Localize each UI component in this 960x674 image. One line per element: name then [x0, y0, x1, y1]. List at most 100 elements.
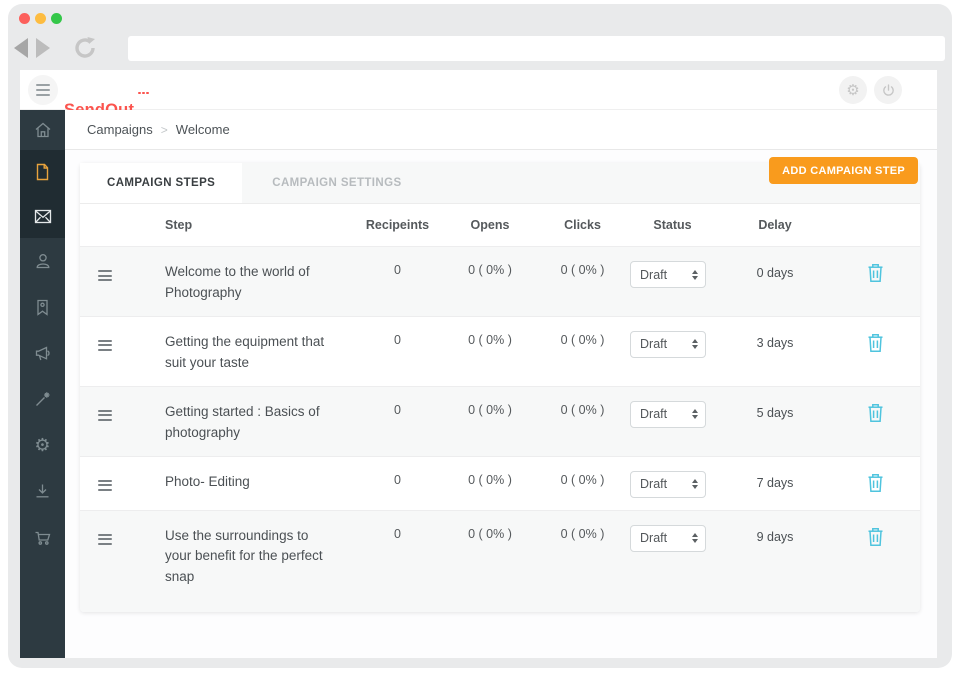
status-selected-value: Draft: [640, 477, 668, 492]
tab-campaign-settings[interactable]: CAMPAIGN SETTINGS: [272, 177, 402, 189]
envelope-icon: [34, 209, 51, 223]
breadcrumb: Campaigns > Welcome: [65, 110, 937, 150]
select-arrows-icon: [692, 533, 698, 544]
app-header: SendOut ⚙: [20, 70, 937, 119]
delete-step-button[interactable]: [867, 333, 884, 356]
sidebar-item-badges[interactable]: [20, 284, 65, 330]
sidebar-item-store[interactable]: [20, 514, 65, 560]
select-arrows-icon: [692, 269, 698, 280]
column-step: Step: [165, 218, 193, 232]
column-delay: Delay: [758, 218, 792, 232]
gear-icon: ⚙: [34, 435, 51, 455]
trash-icon: [868, 403, 882, 422]
sidebar-item-contacts[interactable]: [20, 238, 65, 284]
magic-wand-icon: [36, 391, 50, 406]
sidebar: ⚙: [20, 110, 65, 658]
sidebar-item-downloads[interactable]: [20, 468, 65, 514]
recipients-value: 0: [394, 402, 401, 417]
column-opens: Opens: [470, 218, 510, 232]
recipients-value: 0: [394, 472, 401, 487]
trash-icon: [868, 473, 882, 492]
status-select[interactable]: Draft: [630, 524, 706, 552]
sidebar-item-home[interactable]: [20, 110, 65, 150]
delete-step-button[interactable]: [867, 527, 884, 550]
cart-icon: [35, 531, 50, 545]
table-header: Step Recipeints Opens Clicks Status Dela…: [80, 204, 920, 246]
bookmark-icon: [37, 299, 48, 316]
delay-value: 9 days: [756, 529, 794, 544]
table-row: Getting the equipment that suit your tas…: [80, 315, 920, 386]
table-row: Use the surroundings to your benefit for…: [80, 509, 920, 613]
clicks-value: 0 ( 0% ): [560, 526, 605, 541]
tab-bar: CAMPAIGN STEPS CAMPAIGN SETTINGS: [80, 163, 920, 204]
close-window-button[interactable]: [19, 13, 30, 24]
power-icon: [882, 83, 894, 96]
sidebar-item-emails[interactable]: [20, 194, 65, 238]
delete-step-button[interactable]: [867, 403, 884, 426]
clicks-value: 0 ( 0% ): [560, 263, 605, 277]
back-button[interactable]: [14, 38, 28, 58]
tab-campaign-steps[interactable]: CAMPAIGN STEPS: [80, 163, 243, 203]
forward-button[interactable]: [36, 38, 50, 58]
gear-icon: ⚙: [846, 82, 860, 99]
status-selected-value: Draft: [640, 531, 668, 546]
status-select[interactable]: Draft: [630, 261, 706, 288]
delay-value: 5 days: [756, 405, 794, 420]
drag-handle-icon[interactable]: [98, 335, 112, 351]
opens-value: 0 ( 0% ): [468, 263, 512, 277]
delay-value: 0 days: [756, 266, 794, 280]
drag-handle-icon[interactable]: [98, 475, 112, 491]
sidebar-item-campaigns[interactable]: [20, 150, 65, 194]
status-select[interactable]: Draft: [630, 400, 706, 428]
zoom-window-button[interactable]: [51, 13, 62, 24]
sidebar-active-group: [20, 150, 65, 238]
drag-handle-icon[interactable]: [98, 529, 112, 545]
trash-icon: [868, 264, 882, 282]
delete-step-button[interactable]: [867, 263, 884, 286]
person-icon: [36, 254, 49, 269]
sidebar-item-automation[interactable]: [20, 376, 65, 422]
sidebar-item-announcements[interactable]: [20, 330, 65, 376]
sidebar-item-settings[interactable]: ⚙: [20, 422, 65, 468]
delete-step-button[interactable]: [867, 473, 884, 496]
app-window: SendOut ⚙: [20, 70, 937, 658]
table-body: Welcome to the world of Photography 0 0 …: [80, 246, 920, 613]
breadcrumb-campaigns[interactable]: Campaigns: [87, 122, 153, 137]
select-arrows-icon: [692, 409, 698, 420]
step-title: Getting started : Basics of photography: [165, 403, 320, 440]
trash-icon: [868, 527, 882, 546]
opens-value: 0 ( 0% ): [468, 332, 512, 347]
settings-button[interactable]: ⚙: [839, 76, 867, 104]
status-select[interactable]: Draft: [630, 470, 706, 498]
select-arrows-icon: [692, 339, 698, 350]
logout-button[interactable]: [874, 76, 902, 104]
step-title: Getting the equipment that suit your tas…: [165, 333, 325, 370]
minimize-window-button[interactable]: [35, 13, 46, 24]
reload-icon: [75, 37, 95, 58]
select-arrows-icon: [692, 479, 698, 490]
status-select[interactable]: Draft: [630, 330, 706, 358]
status-selected-value: Draft: [640, 337, 668, 352]
column-recipients: Recipeints: [365, 218, 430, 232]
breadcrumb-welcome[interactable]: Welcome: [175, 122, 230, 137]
recipients-value: 0: [394, 332, 401, 347]
main-content: CAMPAIGN STEPS CAMPAIGN SETTINGS Step Re…: [65, 150, 937, 658]
status-selected-value: Draft: [640, 267, 668, 282]
url-bar[interactable]: [128, 36, 945, 61]
column-clicks: Clicks: [564, 218, 601, 232]
reload-button[interactable]: [72, 35, 98, 66]
delay-value: 3 days: [756, 335, 794, 350]
menu-toggle-button[interactable]: [28, 75, 58, 105]
drag-handle-icon[interactable]: [98, 265, 112, 281]
home-icon: [35, 122, 50, 138]
add-campaign-step-button[interactable]: ADD CAMPAIGN STEP: [769, 157, 918, 184]
drag-handle-icon[interactable]: [98, 405, 112, 421]
step-title: Photo- Editing: [165, 473, 250, 489]
document-icon: [36, 163, 49, 181]
breadcrumb-separator: >: [160, 122, 168, 137]
table-row: Photo- Editing 0 0 ( 0% ) 0 ( 0% ) Draft…: [80, 455, 920, 510]
browser-frame: SendOut ⚙: [8, 4, 952, 668]
delay-value: 7 days: [756, 475, 794, 490]
column-status: Status: [653, 218, 692, 232]
download-icon: [36, 484, 49, 498]
